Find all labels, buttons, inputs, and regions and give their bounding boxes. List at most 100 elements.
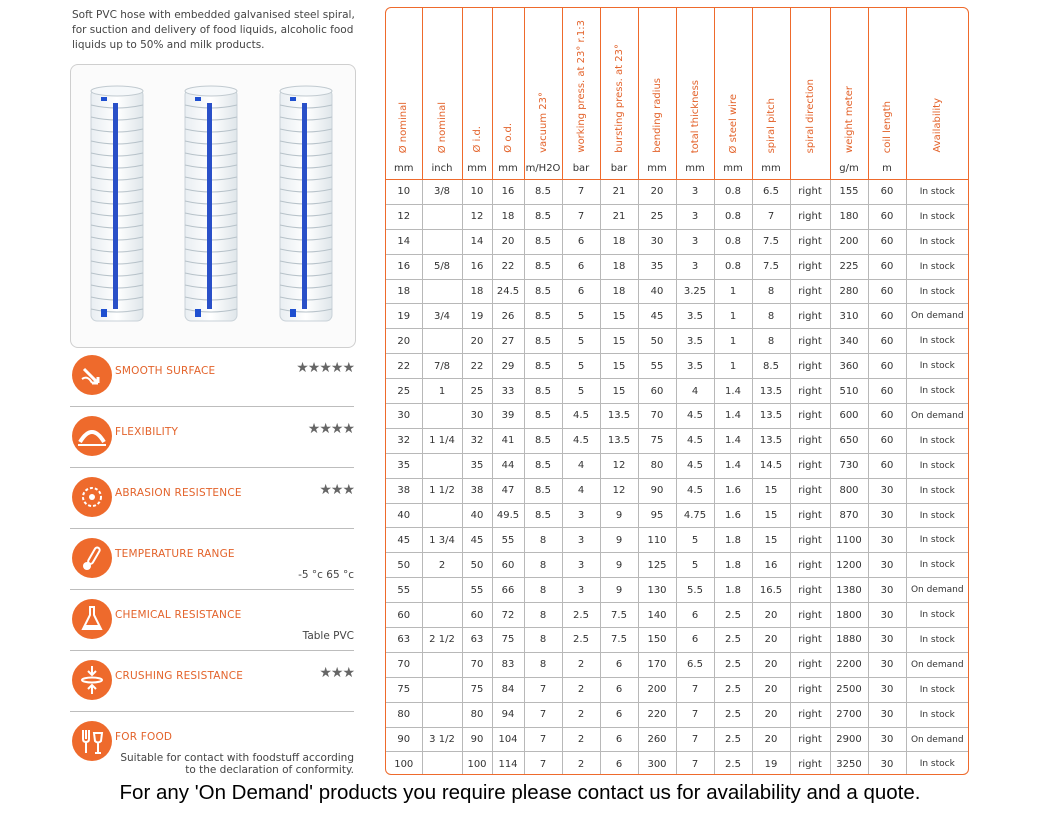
table-cell: 4 [676,378,715,405]
table-cell: 8 [524,627,563,653]
table-cell: 18 [600,279,639,305]
table-cell: 83 [492,652,525,678]
table-cell: 19 [386,303,423,330]
table-row: 10 3/8 10 16 8.5 7 21 20 3 0.8 6.5 right 155 60 In sto… [386,179,968,205]
table-cell: 55 [386,577,423,604]
table-cell: 80 [462,702,493,728]
table-cell: 4 [562,478,601,504]
feature-row: SMOOTH SURFACE ★★★★★ [70,346,355,407]
table-cell: 75 [638,428,677,454]
availability-cell: In stock [906,677,968,703]
table-cell: 125 [638,552,677,579]
table-cell: 1.8 [714,552,753,579]
table-cell: 8 [524,552,563,579]
table-cell: 8.5 [524,428,563,454]
table-cell: 49.5 [492,503,525,529]
table-cell: 2 [562,727,601,753]
flexibility-icon [72,416,112,456]
availability-cell: In stock [906,254,968,280]
table-cell: 70 [638,403,677,429]
availability-cell: In stock [919,759,955,770]
table-cell: 2 [422,552,463,579]
table-cell: 7 [676,702,715,728]
table-cell: 220 [638,702,677,728]
table-cell: 12 [386,204,423,230]
table-cell: 2.5 [714,627,753,653]
table-cell: 60 [868,453,907,479]
table-cell: 33 [492,378,525,405]
table-cell: 5/8 [422,254,463,280]
feature-row: CRUSHING RESISTANCE ★★★ [70,651,355,712]
table-cell: 155 [830,179,869,205]
table-row: 18 18 24.5 8.5 6 18 40 3.25 1 8 right 280 60 In stock [386,279,968,305]
table-cell: 20 [462,328,493,355]
feature-label: SMOOTH SURFACE [115,365,216,377]
table-row: 70 70 83 8 2 6 170 6.5 2.5 20 right 2200 30 On demand [386,652,968,678]
table-cell: 4.5 [676,478,715,504]
table-cell: 20 [752,702,791,728]
table-cell: 20 [752,652,791,678]
table-cell: 2.5 [562,627,601,653]
table-cell: 5 [562,303,601,330]
table-cell: right [790,527,831,554]
table-header-row: Ø nominal Ø nominal Ø i.d. Ø o.d. vacuum 23°… [386,8,968,157]
table-cell: 20 [752,727,791,753]
table-cell: 1.4 [714,403,753,429]
table-cell: 18 [462,279,493,305]
table-cell: 7 [562,204,601,230]
availability-cell: On demand [906,727,968,753]
table-cell [422,328,463,355]
table-cell: 6.5 [676,652,715,678]
table-cell: 30 [868,677,907,703]
table-cell: 8 [524,652,563,678]
table-cell: 14.5 [752,453,791,479]
feature-label: FOR FOOD [115,731,173,743]
table-cell: 18 [492,204,525,230]
food-icon [72,721,112,761]
table-cell: 1.6 [714,503,753,529]
availability-cell: In stock [906,702,968,728]
column-header: working press. at 23° r.1:3 [562,8,601,157]
table-cell: right [790,179,831,205]
table-cell: right [790,254,831,280]
table-cell: right [790,353,831,380]
table-cell: 0.8 [714,229,753,255]
table-cell: 45 [462,527,493,554]
table-row: 63 2 1/2 63 75 8 2.5 7.5 150 6 2.5 20 right 1880 30 In… [386,627,968,653]
table-cell: 38 [462,478,493,504]
table-cell: 30 [868,602,907,629]
table-cell: 3 [562,552,601,579]
table-cell: 18 [600,254,639,280]
table-row: 12 12 18 8.5 7 21 25 3 0.8 7 right 180 60 In stock [386,204,968,230]
table-cell: 3 [676,254,715,280]
table-cell: 5 [562,328,601,355]
table-cell: 7 [524,727,563,753]
table-cell: 600 [830,403,869,429]
table-cell: 3 1/2 [422,727,463,753]
feature-row: ABRASION RESISTENCE ★★★ [70,468,355,529]
table-row: 40 40 49.5 8.5 3 9 95 4.75 1.6 15 right 870 30 In sto… [386,503,968,529]
crushing-icon [72,660,112,700]
table-cell: 22 [386,353,423,380]
table-cell: 5.5 [676,577,715,604]
table-cell: 7 [524,677,563,703]
table-cell [422,229,463,255]
table-cell: right [790,453,831,479]
table-cell: right [790,727,831,753]
availability-cell: In stock [906,378,968,405]
table-cell: 20 [492,229,525,255]
table-cell: 3 [676,179,715,205]
table-cell: 10 [386,179,423,205]
table-cell: 40 [638,279,677,305]
table-row: 75 75 84 7 2 6 200 7 2.5 20 right 2500 30 In stock [386,677,968,703]
hose-image [87,83,147,327]
table-row: 80 80 94 7 2 6 220 7 2.5 20 right 2700 30 In stock [386,702,968,728]
availability-cell: In stock [906,527,968,554]
table-cell: 1.4 [714,453,753,479]
table-cell: 650 [830,428,869,454]
table-cell [422,677,463,703]
table-cell: 2.5 [714,602,753,629]
table-cell: 8 [524,527,563,554]
table-cell: 20 [752,677,791,703]
table-cell: 7.5 [600,627,639,653]
